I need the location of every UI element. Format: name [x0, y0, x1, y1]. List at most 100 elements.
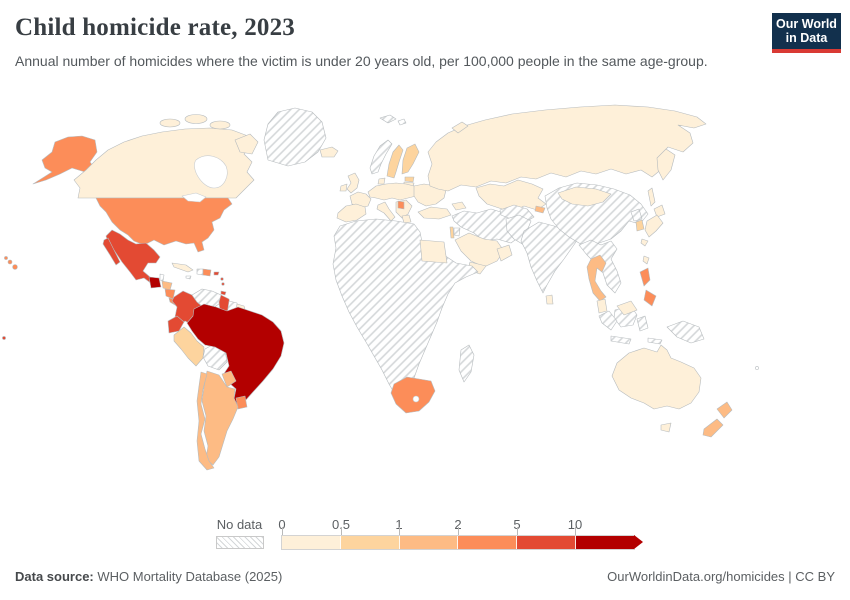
- borneo-north[interactable]: [616, 300, 638, 316]
- country-australia[interactable]: [611, 344, 702, 410]
- country-svalbard[interactable]: [397, 118, 407, 126]
- country-mongolia[interactable]: [557, 186, 612, 207]
- country-argentina[interactable]: [201, 370, 239, 466]
- legend-tickmark: [399, 527, 400, 536]
- country-jordan[interactable]: [453, 227, 461, 237]
- indonesia-lesser-sunda[interactable]: [647, 337, 663, 345]
- legend-arrow-cap: [634, 535, 643, 549]
- country-norway[interactable]: [369, 139, 393, 175]
- legend-no-data-swatch[interactable]: [216, 536, 264, 549]
- country-ireland[interactable]: [339, 183, 348, 192]
- legend-tickmark: [341, 527, 342, 536]
- japan-kyushu[interactable]: [640, 238, 649, 247]
- country-trinidad[interactable]: [220, 290, 227, 296]
- legend-segment-0.5-1[interactable]: [340, 536, 400, 549]
- country-mexico[interactable]: [105, 229, 161, 287]
- country-russia[interactable]: [427, 104, 707, 192]
- country-finland[interactable]: [401, 143, 420, 175]
- indonesia-java[interactable]: [610, 335, 632, 345]
- country-serbia[interactable]: [397, 200, 405, 210]
- country-kazakhstan[interactable]: [475, 179, 547, 213]
- sakhalin[interactable]: [647, 187, 656, 207]
- country-peru[interactable]: [173, 326, 205, 367]
- arctic-island[interactable]: [159, 118, 181, 128]
- legend-tickmark: [458, 527, 459, 536]
- lesser-antilles[interactable]: [221, 282, 225, 286]
- country-oman-uae[interactable]: [496, 244, 513, 262]
- country-belize[interactable]: [159, 273, 165, 282]
- country-denmark[interactable]: [377, 177, 386, 185]
- country-united-states[interactable]: [95, 197, 233, 253]
- owid-logo[interactable]: Our World in Data: [772, 13, 841, 53]
- choropleth-svg: [2, 104, 759, 471]
- philippines-luzon[interactable]: [639, 267, 651, 287]
- logo-line2: in Data: [785, 31, 828, 45]
- country-jamaica[interactable]: [185, 275, 192, 280]
- country-south-africa[interactable]: [390, 376, 436, 414]
- country-alaska[interactable]: [32, 135, 98, 185]
- country-malaysia[interactable]: [596, 298, 608, 314]
- japan-honshu[interactable]: [644, 214, 664, 238]
- nz-north-island[interactable]: [716, 401, 733, 419]
- country-egypt[interactable]: [419, 239, 448, 264]
- lesser-antilles[interactable]: [220, 277, 224, 281]
- country-fiji[interactable]: [755, 366, 759, 370]
- country-canada[interactable]: [73, 127, 255, 199]
- country-greenland[interactable]: [263, 107, 327, 167]
- novaya-zemlya[interactable]: [451, 121, 469, 134]
- hawaii-island[interactable]: [7, 259, 13, 265]
- legend-segment-5-10[interactable]: [517, 536, 577, 549]
- country-sweden[interactable]: [386, 144, 404, 179]
- country-puerto-rico[interactable]: [213, 271, 220, 276]
- tasmania[interactable]: [660, 422, 672, 433]
- country-south-korea[interactable]: [635, 219, 645, 232]
- country-chile[interactable]: [196, 371, 215, 471]
- country-cuba[interactable]: [171, 262, 194, 273]
- legend-segment-2-5[interactable]: [458, 536, 518, 549]
- legend-tick-0-5: 0.5: [331, 517, 351, 532]
- country-israel[interactable]: [449, 226, 455, 239]
- country-italy[interactable]: [376, 201, 396, 222]
- arctic-island[interactable]: [234, 133, 259, 155]
- hawaii-island[interactable]: [4, 256, 8, 260]
- nz-south-island[interactable]: [702, 418, 724, 438]
- legend-segment-10-plus[interactable]: [576, 536, 634, 549]
- country-thailand[interactable]: [586, 254, 607, 302]
- hawaii-island[interactable]: [12, 264, 18, 270]
- baja-california[interactable]: [102, 237, 121, 266]
- legend-segment-1-2[interactable]: [399, 536, 459, 549]
- country-madagascar[interactable]: [458, 344, 475, 383]
- arctic-island[interactable]: [209, 120, 231, 130]
- legend-segment-0-0.5[interactable]: [282, 536, 341, 549]
- country-taiwan[interactable]: [642, 255, 650, 265]
- kamchatka[interactable]: [656, 148, 676, 181]
- country-haiti[interactable]: [196, 268, 204, 276]
- indonesia-sulawesi[interactable]: [636, 315, 649, 332]
- country-guatemala[interactable]: [148, 276, 162, 289]
- arctic-island[interactable]: [184, 114, 208, 124]
- country-greece[interactable]: [401, 214, 412, 224]
- country-svalbard[interactable]: [379, 114, 397, 124]
- legend-color-bar[interactable]: [281, 535, 635, 550]
- galapagos-islands[interactable]: [2, 336, 6, 340]
- region-central-europe[interactable]: [367, 182, 421, 201]
- philippines-visayas[interactable]: [643, 289, 657, 307]
- country-honduras[interactable]: [161, 280, 173, 291]
- japan-hokkaido[interactable]: [653, 204, 666, 218]
- country-estonia[interactable]: [404, 176, 415, 183]
- region-caucasus[interactable]: [451, 201, 467, 211]
- country-sri-lanka[interactable]: [545, 294, 554, 305]
- region-africa[interactable]: [332, 218, 479, 400]
- country-united-kingdom[interactable]: [346, 172, 360, 194]
- indonesia-sumatra[interactable]: [598, 310, 618, 331]
- country-north-korea[interactable]: [630, 208, 643, 222]
- country-spain-portugal[interactable]: [336, 203, 367, 223]
- credit-link[interactable]: OurWorldinData.org/homicides | CC BY: [607, 569, 835, 584]
- country-dominican-republic[interactable]: [202, 268, 212, 277]
- country-turkey[interactable]: [417, 206, 452, 220]
- country-papua-new-guinea[interactable]: [666, 320, 705, 344]
- country-iceland[interactable]: [319, 146, 339, 158]
- country-kyrgyzstan[interactable]: [534, 205, 546, 214]
- country-paraguay[interactable]: [221, 370, 237, 388]
- country-ecuador[interactable]: [167, 315, 185, 334]
